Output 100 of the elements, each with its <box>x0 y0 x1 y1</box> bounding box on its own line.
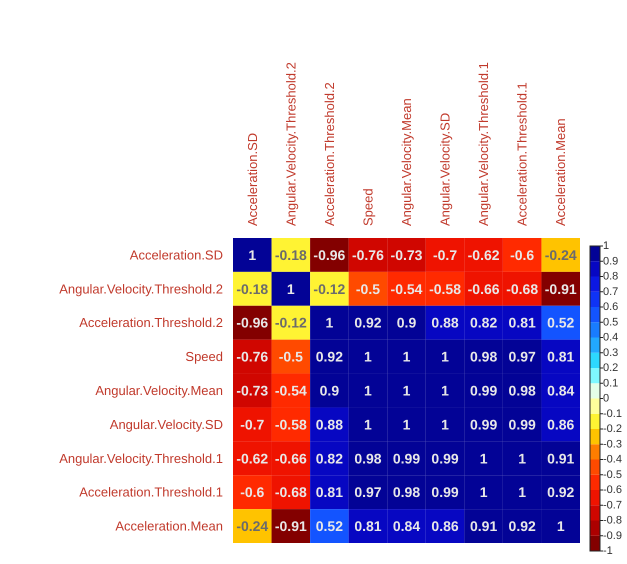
data-label: 0.99 <box>508 416 536 432</box>
data-label: -0.66 <box>468 280 500 297</box>
data-label: 0.98 <box>392 484 420 500</box>
data-label: -0.68 <box>274 484 307 500</box>
data-label: 1 <box>556 518 565 534</box>
data-label: 0.98 <box>470 348 498 365</box>
data-label: 1 <box>402 416 411 432</box>
data-label: 1 <box>518 484 526 500</box>
data-label: 1 <box>441 348 450 365</box>
data-label: -0.12 <box>313 280 346 297</box>
y-tick-label: Angular.Velocity.Threshold.2 <box>59 281 223 296</box>
color-bar-label: 0.3 <box>603 346 618 359</box>
data-label: -0.12 <box>274 314 307 331</box>
data-label: -0.5 <box>356 280 380 297</box>
color-bar-label: 1 <box>603 240 610 252</box>
data-label: 0.99 <box>470 416 498 432</box>
color-bar-label: -0.5 <box>603 468 622 481</box>
data-label: 1 <box>518 450 526 466</box>
data-label: -0.6 <box>240 484 265 500</box>
data-label: 1 <box>480 450 488 466</box>
data-label: 0.97 <box>508 348 536 365</box>
color-bar-label: -0.9 <box>603 530 622 542</box>
data-label: 0.81 <box>354 518 382 534</box>
data-label: 0.92 <box>354 314 382 331</box>
color-bar-label: -0.8 <box>603 514 622 526</box>
data-label: -0.54 <box>390 280 423 297</box>
data-label: -0.7 <box>240 416 265 432</box>
data-label: -0.6 <box>510 246 534 263</box>
data-label: 1 <box>286 280 295 297</box>
color-bar-label: 0.8 <box>603 270 618 282</box>
data-label: -0.73 <box>390 246 423 263</box>
data-label: -0.7 <box>432 246 458 263</box>
data-label: -0.91 <box>274 518 307 534</box>
y-tick-label: Angular.Velocity.Threshold.1 <box>59 450 223 466</box>
data-label: 0.81 <box>508 314 536 331</box>
color-bar-label: -1 <box>603 545 613 557</box>
data-label: -0.76 <box>352 246 384 263</box>
data-label: -0.66 <box>274 450 307 466</box>
color-bar-label: 0 <box>603 392 610 404</box>
data-label: 1 <box>364 416 372 432</box>
y-tick-label: Acceleration.Mean <box>115 518 223 534</box>
y-tick-label: Speed <box>185 349 223 364</box>
color-bar-label: -0.3 <box>603 438 622 450</box>
data-label: 0.97 <box>354 484 382 500</box>
data-label: 0.91 <box>470 518 498 534</box>
data-label: -0.62 <box>468 246 500 263</box>
data-label: -0.24 <box>236 518 268 534</box>
x-tick-label: Acceleration.Threshold.1 <box>514 82 530 226</box>
data-label: -0.54 <box>274 382 307 398</box>
x-tick-label: Acceleration.Threshold.2 <box>322 82 337 226</box>
x-tick-label: Angular.Velocity.SD <box>438 112 453 226</box>
data-label: 0.98 <box>354 450 382 466</box>
data-label: 1 <box>364 348 372 365</box>
data-label: 0.52 <box>547 314 575 331</box>
data-label: -0.62 <box>236 450 268 466</box>
data-label: 0.9 <box>320 382 340 398</box>
color-bar-label: 0.9 <box>603 255 618 268</box>
data-label: 0.98 <box>508 382 536 398</box>
data-label: 1 <box>402 348 411 365</box>
color-bar-label: 0.1 <box>603 377 618 390</box>
data-label: 0.88 <box>316 416 344 432</box>
data-label: -0.58 <box>274 416 307 432</box>
data-label: -0.24 <box>544 246 577 263</box>
color-bar-label: 0.6 <box>603 301 618 313</box>
color-bar-label: 0.2 <box>603 362 618 374</box>
color-bar-label: 0.5 <box>603 316 618 328</box>
color-bar-label: -0.4 <box>603 454 622 466</box>
color-bar-label: -0.1 <box>603 408 622 420</box>
data-label: -0.18 <box>274 246 307 263</box>
y-tick-label: Acceleration.Threshold.1 <box>79 484 223 500</box>
data-label: 0.81 <box>316 484 344 500</box>
data-label: 1 <box>441 416 450 432</box>
data-label: 0.92 <box>316 348 344 365</box>
data-label: -0.96 <box>236 314 268 331</box>
x-tick-label: Angular.Velocity.Threshold.1 <box>476 62 492 226</box>
data-label: -0.18 <box>236 280 268 297</box>
data-label: 0.86 <box>431 518 459 534</box>
y-tick-label: Angular.Velocity.Mean <box>95 383 223 398</box>
data-label: -0.73 <box>236 382 268 398</box>
data-label: -0.58 <box>429 280 462 297</box>
color-bar-label: 0.4 <box>603 332 618 344</box>
data-label: 1 <box>325 314 334 331</box>
color-bar-label: -0.2 <box>603 423 622 435</box>
data-label: 0.84 <box>392 518 420 534</box>
x-tick-label: Speed <box>360 188 376 226</box>
data-label: 0.88 <box>431 314 459 331</box>
color-bar-label: -0.7 <box>603 499 622 512</box>
data-label: 1 <box>364 382 372 398</box>
data-label: 0.84 <box>547 382 575 398</box>
data-label: 0.82 <box>470 314 498 331</box>
data-label: 0.82 <box>316 450 344 466</box>
data-label: 0.52 <box>316 518 344 534</box>
data-label: 0.99 <box>470 382 498 398</box>
x-tick-label: Acceleration.Mean <box>553 118 568 226</box>
y-tick-label: Angular.Velocity.SD <box>110 416 223 432</box>
y-tick-label: Acceleration.Threshold.2 <box>79 315 223 330</box>
x-tick-label: Angular.Velocity.Mean <box>399 98 414 226</box>
color-bar-label: 0.7 <box>603 286 618 298</box>
data-label: -0.68 <box>506 280 538 297</box>
data-label: 0.92 <box>508 518 536 534</box>
